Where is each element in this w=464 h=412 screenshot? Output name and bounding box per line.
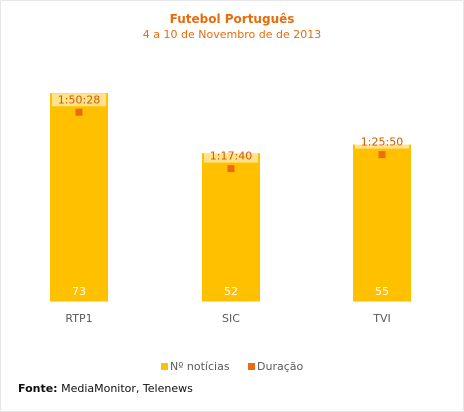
bars-layer xyxy=(50,93,411,302)
count-label-sic: 52 xyxy=(224,285,238,298)
duration-label-tvi: 1:25:50 xyxy=(361,136,403,149)
duration-marker-rtp1 xyxy=(75,108,83,116)
legend-label-noticias: Nº notícias xyxy=(170,360,230,373)
category-label-tvi: TVI xyxy=(372,312,391,325)
duration-marker-tvi xyxy=(378,151,386,159)
legend-label-duracao: Duração xyxy=(257,360,303,373)
duration-label-bg-tvi xyxy=(355,135,409,149)
source-label: Fonte: xyxy=(18,382,58,395)
duration-label-bg-rtp1 xyxy=(52,93,106,107)
legend-swatch-duracao xyxy=(248,363,255,370)
duration-label-rtp1: 1:50:28 xyxy=(58,93,100,106)
source-text: MediaMonitor, Telenews xyxy=(61,382,193,395)
labels-layer: 1:50:28 73 RTP1 1:17:40 52 SIC 1:25:50 55 TVI xyxy=(52,93,409,325)
category-label-rtp1: RTP1 xyxy=(65,312,92,325)
source-note: Fonte: MediaMonitor, Telenews xyxy=(18,382,193,395)
duration-label-sic: 1:17:40 xyxy=(210,150,252,163)
legend: Nº notícias Duração xyxy=(161,360,303,373)
legend-swatch-noticias xyxy=(161,363,168,370)
count-label-rtp1: 73 xyxy=(72,285,86,298)
bar-sic xyxy=(202,153,260,302)
duration-label-bg-sic xyxy=(204,149,258,163)
category-label-sic: SIC xyxy=(222,312,240,325)
bar-tvi xyxy=(353,144,411,302)
duration-marker-sic xyxy=(227,165,235,173)
chart-title: Futebol Português xyxy=(170,12,295,26)
count-label-tvi: 55 xyxy=(375,285,389,298)
bar-rtp1 xyxy=(50,93,108,302)
chart-subtitle: 4 a 10 de Novembro de de 2013 xyxy=(143,28,321,41)
